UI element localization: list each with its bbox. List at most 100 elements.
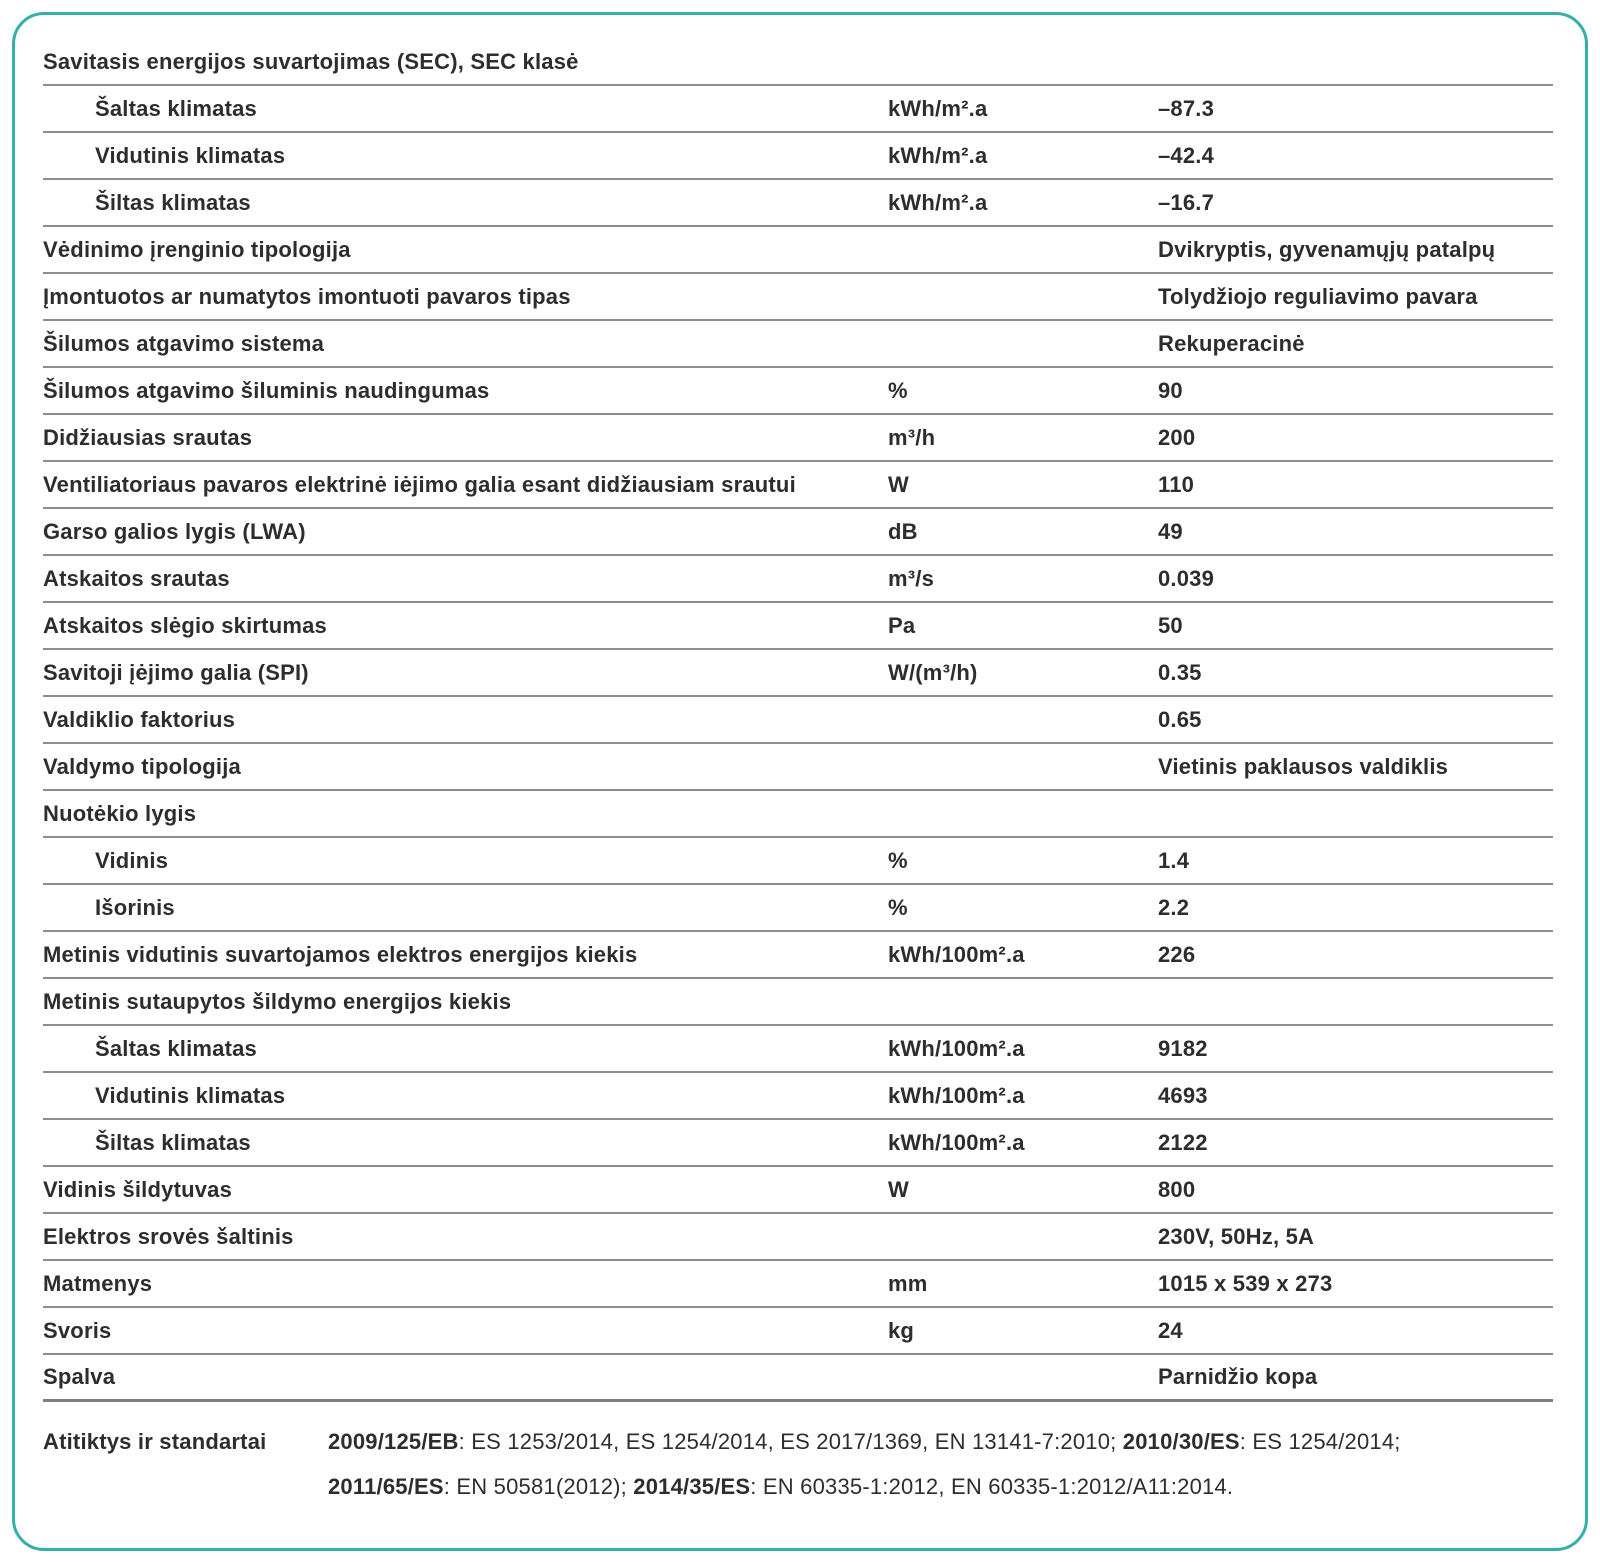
row-unit: Pa	[888, 612, 916, 638]
table-row: Išorinis% 2.2	[43, 885, 1553, 932]
row-unit: %	[888, 847, 908, 873]
row-label: Atskaitos srautas	[43, 565, 230, 591]
row-label: Garso galios lygis (LWA)	[43, 518, 306, 544]
row-unit: W/(m³/h)	[888, 659, 978, 685]
table-row: Vidinis% 1.4	[43, 838, 1553, 885]
row-unit: m³/s	[888, 565, 935, 591]
row-label: Elektros srovės šaltinis	[43, 1223, 294, 1249]
table-row: Nuotėkio lygis	[43, 791, 1553, 838]
row-unit: kWh/100m².a	[888, 1129, 1025, 1155]
table-row: Matmenys mm 1015 x 539 x 273	[43, 1261, 1553, 1308]
row-value: Tolydžiojo reguliavimo pavara	[1158, 283, 1478, 309]
spec-table: Savitasis energijos suvartojimas (SEC), …	[43, 39, 1553, 1402]
row-unit: kWh/m².a	[888, 95, 988, 121]
row-label: Didžiausias srautas	[43, 424, 253, 450]
row-label: Šilumos atgavimo šiluminis naudingumas	[43, 377, 490, 403]
row-value: 4693	[1158, 1082, 1208, 1108]
table-row: Metinis sutaupytos šildymo energijos kie…	[43, 979, 1553, 1026]
standards-line: 2011/65/ES: EN 50581(2012); 2014/35/ES: …	[328, 1464, 1553, 1509]
row-value: 90	[1158, 377, 1183, 403]
directive-code: 2014/35/ES	[633, 1474, 751, 1499]
row-label: Spalva	[43, 1364, 116, 1389]
table-row: Garso galios lygis (LWA) dB 49	[43, 509, 1553, 556]
row-value: Parnidžio kopa	[1158, 1364, 1318, 1389]
row-value: 800	[1158, 1176, 1196, 1202]
table-row: Šiltas klimatas kWh/m².a –16.7	[43, 180, 1553, 227]
row-label: Metinis vidutinis suvartojamos elektros …	[43, 941, 638, 967]
row-label: Valdymo tipologija	[43, 753, 241, 779]
table-row: Šaltas klimatas kWh/m².a –87.3	[43, 86, 1553, 133]
row-unit: kWh/m².a	[888, 142, 988, 168]
row-label: Nuotėkio lygis	[43, 800, 197, 826]
standards-text: 2009/125/EB: ES 1253/2014, ES 1254/2014,…	[328, 1419, 1553, 1509]
row-label: Vidinis šildytuvas	[43, 1176, 233, 1202]
row-unit: W	[888, 471, 909, 497]
table-row: Vidinis šildytuvas W 800	[43, 1167, 1553, 1214]
row-label: Šiltas klimatas	[95, 1129, 251, 1155]
row-value: Rekuperacinė	[1158, 330, 1305, 356]
row-unit: mm	[888, 1270, 928, 1296]
row-label: Išorinis	[95, 894, 175, 920]
table-row: Vidutinis klimatas kWh/m².a –42.4	[43, 133, 1553, 180]
row-label: Atskaitos slėgio skirtumas	[43, 612, 327, 638]
row-label: Šaltas klimatas	[95, 95, 257, 121]
row-label: Svoris	[43, 1317, 112, 1343]
row-label: Šiltas klimatas	[95, 189, 251, 215]
row-label: Valdiklio faktorius	[43, 706, 236, 732]
table-row: Atskaitos slėgio skirtumas Pa 50	[43, 603, 1553, 650]
row-value: 2122	[1158, 1129, 1208, 1155]
row-value: 0.65	[1158, 706, 1202, 732]
table-row: Šilumos atgavimo šiluminis naudingumas% 9…	[43, 368, 1553, 415]
row-label: Metinis sutaupytos šildymo energijos kie…	[43, 988, 512, 1014]
row-label: Šilumos atgavimo sistema	[43, 330, 325, 356]
table-row: Savitoji įėjimo galia (SPI) W/(m³/h) 0.35	[43, 650, 1553, 697]
row-label: Savitoji įėjimo galia (SPI)	[43, 659, 309, 685]
table-row: Vėdinimo įrenginio tipologija Dvikryptis,…	[43, 227, 1553, 274]
row-value: 230V, 50Hz, 5A	[1158, 1223, 1315, 1249]
row-unit: kWh/100m².a	[888, 941, 1025, 967]
directive-code: 2010/30/ES	[1122, 1429, 1240, 1454]
table-row: Didžiausias srautas m³/h 200	[43, 415, 1553, 462]
table-row: Spalva Parnidžio kopa	[43, 1355, 1553, 1402]
row-value: 0.35	[1158, 659, 1202, 685]
row-label: Vėdinimo įrenginio tipologija	[43, 236, 351, 262]
row-unit: m³/h	[888, 424, 936, 450]
row-unit: W	[888, 1176, 909, 1202]
row-label: Vidutinis klimatas	[95, 142, 286, 168]
row-value: 226	[1158, 941, 1196, 967]
spec-sheet-card: Savitasis energijos suvartojimas (SEC), …	[12, 12, 1588, 1551]
row-value: 200	[1158, 424, 1196, 450]
row-value: 49	[1158, 518, 1183, 544]
row-unit: kWh/100m².a	[888, 1082, 1025, 1108]
standards-fragment: : ES 1253/2014, ES 1254/2014, ES 2017/13…	[458, 1429, 1123, 1454]
row-value: 9182	[1158, 1035, 1208, 1061]
row-unit: %	[888, 377, 908, 403]
row-label: Šaltas klimatas	[95, 1035, 257, 1061]
row-value: 110	[1158, 471, 1195, 497]
row-unit: dB	[888, 518, 918, 544]
row-label: Vidutinis klimatas	[95, 1082, 286, 1108]
row-value: –87.3	[1158, 95, 1215, 121]
table-row: Vidutinis klimatas kWh/100m².a 4693	[43, 1073, 1553, 1120]
row-unit: kWh/100m².a	[888, 1035, 1025, 1061]
row-value: 1015 x 539 x 273	[1158, 1270, 1333, 1296]
table-row: Elektros srovės šaltinis 230V, 50Hz, 5A	[43, 1214, 1553, 1261]
table-row: Svoris kg 24	[43, 1308, 1553, 1355]
standards-fragment: : ES 1254/2014;	[1239, 1429, 1401, 1454]
row-value: Dvikryptis, gyvenamųjų patalpų	[1158, 236, 1496, 262]
standards-label: Atitiktys ir standartai	[43, 1429, 267, 1454]
table-row: Valdymo tipologija Vietinis paklausos val…	[43, 744, 1553, 791]
row-value: 1.4	[1158, 847, 1190, 873]
row-label: Vidinis	[95, 847, 169, 873]
row-value: 24	[1158, 1317, 1183, 1343]
table-row: Atskaitos srautas m³/s 0.039	[43, 556, 1553, 603]
row-label: Įmontuotos ar numatytos imontuoti pavaro…	[43, 283, 571, 309]
row-unit: kWh/m².a	[888, 189, 988, 215]
directive-code: 2009/125/EB	[328, 1429, 459, 1454]
row-value: 2.2	[1158, 894, 1190, 920]
row-label: Matmenys	[43, 1270, 153, 1296]
table-row: Šilumos atgavimo sistema Rekuperacinė	[43, 321, 1553, 368]
standards-section: Atitiktys ir standartai 2009/125/EB: ES …	[43, 1402, 1553, 1509]
table-row: Šiltas klimatas kWh/100m².a 2122	[43, 1120, 1553, 1167]
standards-fragment: : EN 50581(2012);	[443, 1474, 634, 1499]
